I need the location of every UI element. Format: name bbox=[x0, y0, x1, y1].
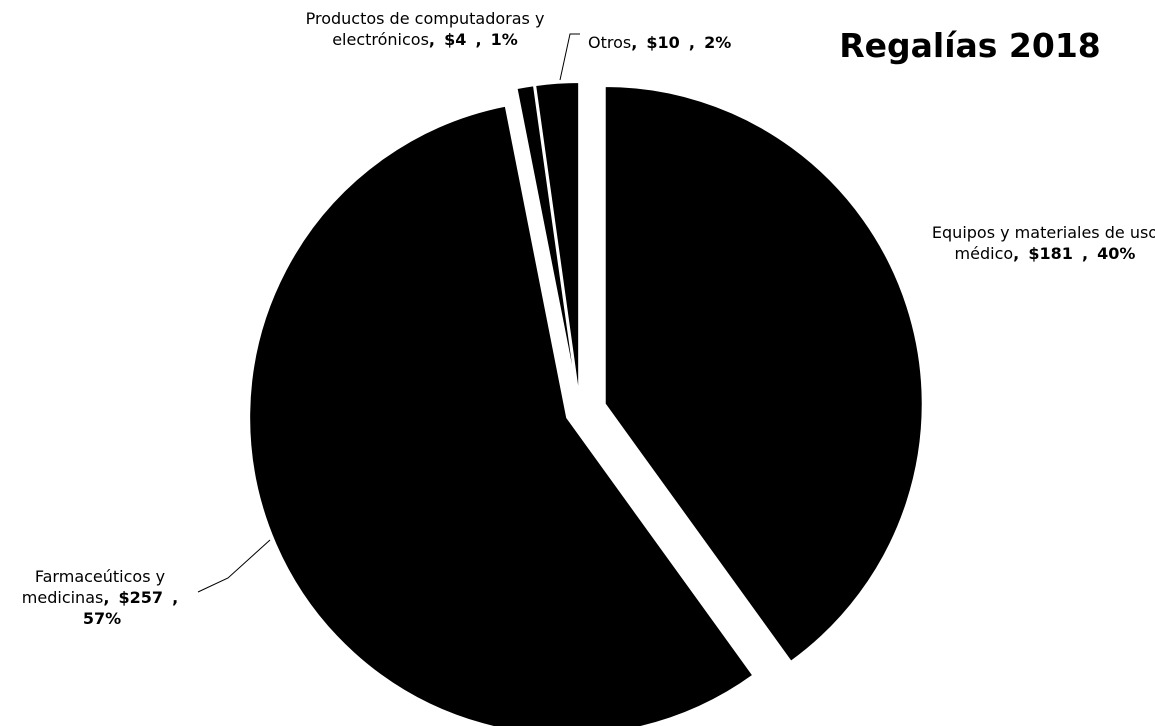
separator: , bbox=[1013, 244, 1020, 263]
separator: , bbox=[172, 588, 179, 607]
pie-slice bbox=[603, 84, 924, 664]
percent-label: 1% bbox=[490, 30, 518, 49]
category: Otros bbox=[588, 33, 632, 52]
value-label: $4 bbox=[444, 30, 467, 49]
data-label: Productos de computadoras y electrónicos… bbox=[300, 8, 550, 50]
value-label: $257 bbox=[118, 588, 164, 607]
pie-slice bbox=[533, 81, 581, 401]
separator: , bbox=[103, 588, 110, 607]
percent-label: 2% bbox=[704, 33, 732, 52]
data-label: Equipos y materiales de uso médico, $181… bbox=[925, 222, 1155, 264]
separator: , bbox=[1081, 244, 1089, 263]
data-label: Otros, $10 , 2% bbox=[588, 32, 788, 53]
leader-line bbox=[197, 539, 271, 593]
separator: , bbox=[475, 30, 482, 49]
pie-slice bbox=[248, 104, 755, 726]
category: Productos de computadoras y electrónicos bbox=[305, 9, 545, 49]
separator: , bbox=[688, 33, 695, 52]
leader-line bbox=[559, 33, 580, 81]
category: Equipos y materiales de uso médico bbox=[931, 223, 1155, 263]
value-label: $10 bbox=[646, 33, 680, 52]
pie-slice bbox=[515, 84, 579, 401]
category: Farmaceúticos y medicinas bbox=[21, 567, 166, 607]
separator: , bbox=[428, 30, 435, 49]
data-label: Farmaceúticos y medicinas, $257 , 57% bbox=[0, 566, 200, 629]
percent-label: 40% bbox=[1097, 244, 1136, 263]
chart-title: Regalías 2018 bbox=[839, 26, 1101, 65]
value-label: $181 bbox=[1028, 244, 1073, 263]
percent-label: 57% bbox=[82, 609, 122, 628]
separator: , bbox=[631, 33, 638, 52]
